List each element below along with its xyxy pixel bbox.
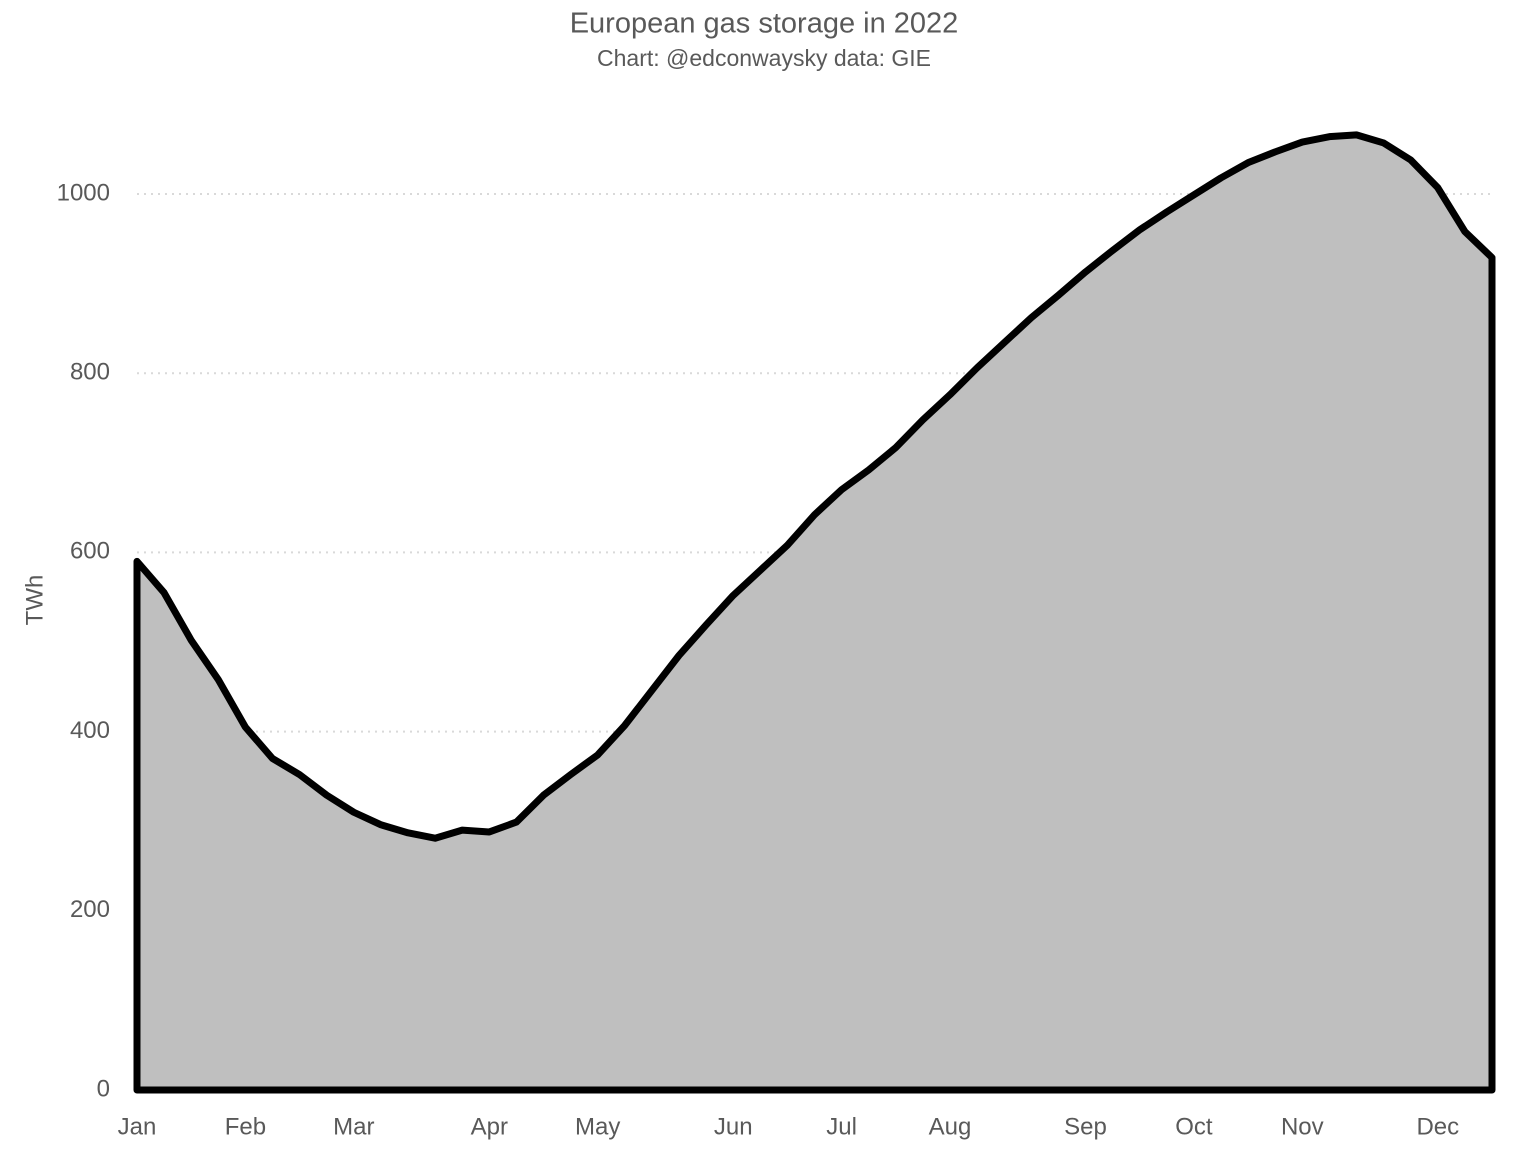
x-tick-label: Dec [1416,1113,1459,1140]
x-tick-label: Sep [1064,1113,1107,1140]
area [133,131,1496,1094]
y-axis-label: TWh [21,575,48,626]
x-tick-label: May [575,1113,620,1140]
y-tick-label: 600 [70,538,110,565]
x-tick-label: Jan [118,1113,157,1140]
x-tick-label: Apr [471,1113,508,1140]
y-tick-label: 800 [70,359,110,386]
x-tick-label: Feb [225,1113,266,1140]
x-tick-label: Jul [826,1113,857,1140]
x-tick-label: Mar [333,1113,374,1140]
x-tick-label: Nov [1281,1113,1324,1140]
x-tick-label: Jun [714,1113,753,1140]
y-tick-label: 400 [70,717,110,744]
y-tick-label: 200 [70,896,110,923]
y-tick-label: 0 [97,1075,110,1102]
chart-title: European gas storage in 2022 [570,8,959,40]
x-tick-label: Aug [929,1113,972,1140]
chart-subtitle: Chart: @edconwaysky data: GIE [597,45,931,71]
y-tick-label: 1000 [57,179,110,206]
x-tick-label: Oct [1175,1113,1213,1140]
